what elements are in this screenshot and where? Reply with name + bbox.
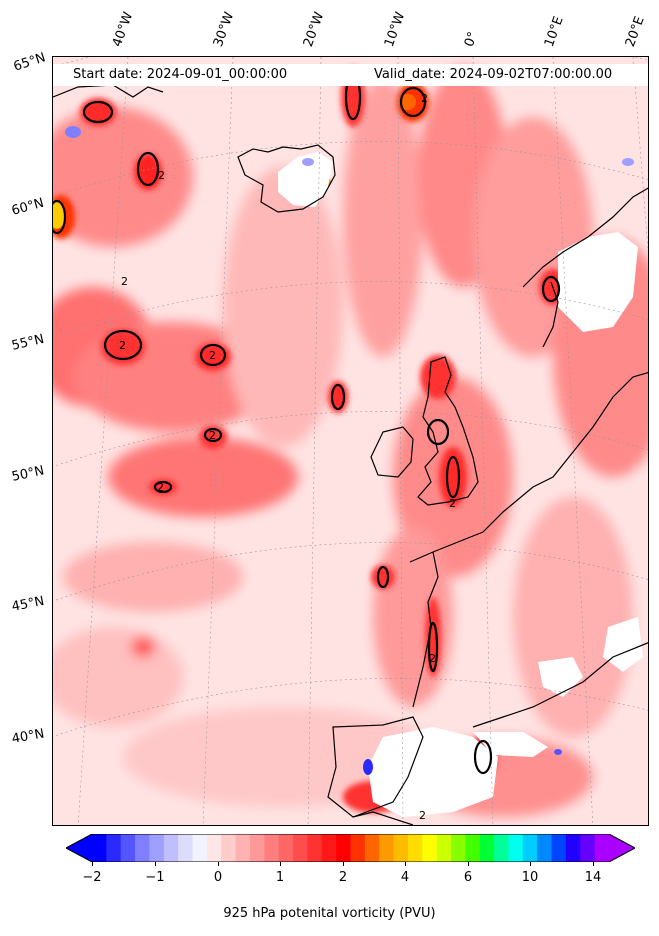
pv-contour-label: 2 <box>209 349 216 362</box>
colorbar-cell <box>522 834 538 862</box>
lat-label-65n: 65°N <box>11 50 48 75</box>
vorticity-map: 2 2 2 2 2 2 2 2 2 2 <box>53 57 648 825</box>
colorbar-cell <box>551 834 567 862</box>
colorbar-cell <box>92 834 107 862</box>
lon-label-20w: 20°W <box>300 10 328 49</box>
peak-core-west <box>53 201 65 229</box>
pv-contour-label: 2 <box>449 497 456 510</box>
colorbar-cell <box>307 834 323 862</box>
pv-contour-labels: 2 2 2 2 2 2 2 2 2 2 <box>119 92 456 822</box>
colorbar-cell <box>163 834 179 862</box>
colorbar-cell <box>336 834 351 862</box>
iberia-coast <box>327 716 424 818</box>
negative-vorticity <box>65 126 634 775</box>
colorbar-cell <box>221 834 237 862</box>
colorbar-cell <box>407 834 423 862</box>
colorbar <box>66 834 635 862</box>
lon-label-10e: 10°E <box>541 14 567 50</box>
europe-coast <box>409 371 648 563</box>
pv-contours <box>53 73 561 775</box>
pv-contour-label: 2 <box>429 652 436 665</box>
graticule <box>53 57 648 825</box>
colorbar-cell <box>264 834 280 862</box>
britain-coast <box>417 356 479 506</box>
colorbar-cell <box>479 834 495 862</box>
map-panel: 2 2 2 2 2 2 2 2 2 2 <box>52 56 649 826</box>
lon-label-20e: 20°E <box>622 14 648 50</box>
peak-core-north <box>400 94 416 110</box>
colorbar-cell <box>465 834 481 862</box>
colorbar-cell <box>580 834 596 862</box>
start-date-label: Start date: 2024-09-01_00:00:00 <box>73 67 288 82</box>
colorbar-cell <box>364 834 380 862</box>
lon-label-10w: 10°W <box>381 10 409 49</box>
colorbar-cell <box>321 834 337 862</box>
ireland-coast <box>370 426 414 478</box>
colorbar-tick: 1 <box>275 870 285 885</box>
mediterranean-coast <box>472 642 648 728</box>
pv-contour-label: 2 <box>209 429 216 442</box>
colorbar-tick: −2 <box>82 870 102 885</box>
colorbar-cell <box>120 834 136 862</box>
pv-contour-label: 2 <box>421 92 428 105</box>
colorbar-cell <box>350 834 366 862</box>
pv-contour-label: 2 <box>158 169 165 182</box>
colorbar-cell <box>135 834 150 862</box>
africa-coast <box>352 811 414 825</box>
colorbar-cell <box>192 834 208 862</box>
pv-contour-label: 2 <box>119 339 126 352</box>
colorbar-tick: 0 <box>213 870 223 885</box>
colorbar-cell <box>537 834 553 862</box>
pv-contour-label: 2 <box>157 481 164 494</box>
colorbar-cell <box>235 834 251 862</box>
lon-label-0: 0° <box>461 29 482 49</box>
colorbar-cell <box>178 834 194 862</box>
colorbar-extend-min <box>66 834 92 862</box>
colorbar-cell <box>106 834 122 862</box>
scandinavia-coast <box>522 187 648 288</box>
colorbar-tick: 6 <box>463 870 473 885</box>
pv-contour-label: 2 <box>121 275 128 288</box>
colorbar-tick: −1 <box>145 870 165 885</box>
lon-label-40w: 40°W <box>109 10 137 49</box>
france-coast <box>412 551 439 708</box>
colorbar-tick: 4 <box>400 870 410 885</box>
greenland-coast <box>53 84 164 98</box>
colorbar-cell <box>436 834 452 862</box>
colorbar-tick: 10 <box>521 870 539 885</box>
colorbar-cell <box>508 834 524 862</box>
lat-label-55n: 55°N <box>10 331 46 354</box>
colorbar-cell <box>594 834 610 862</box>
lat-label-45n: 45°N <box>10 593 46 615</box>
colorbar-cell <box>293 834 308 862</box>
colorbar-cell <box>451 834 466 862</box>
header-strip <box>53 64 648 86</box>
colorbar-cell <box>494 834 509 862</box>
colorbar-cell <box>278 834 294 862</box>
lat-label-40n: 40°N <box>10 726 46 747</box>
colorbar-cell <box>379 834 395 862</box>
valid-date-label: Valid_date: 2024-09-02T07:00:00.00 <box>374 67 613 82</box>
colorbar-tick: 14 <box>584 870 602 885</box>
lat-label-60n: 60°N <box>10 195 46 219</box>
pv-contour-label: 2 <box>419 809 426 822</box>
iceland-coast <box>237 144 336 213</box>
coastlines <box>53 84 648 825</box>
colorbar-cell <box>422 834 438 862</box>
colorbar-cell <box>206 834 222 862</box>
colorbar-cell <box>249 834 265 862</box>
lat-label-50n: 50°N <box>10 463 46 485</box>
colorbar-label: 925 hPa potenital vorticity (PVU) <box>223 906 436 921</box>
low-vorticity-areas <box>278 152 643 817</box>
lon-label-30w: 30°W <box>210 10 238 49</box>
colorbar-cell <box>565 834 581 862</box>
colorbar-cell <box>393 834 409 862</box>
norway-coast <box>542 281 559 348</box>
colorbar-cell <box>149 834 165 862</box>
colorbar-tick: 2 <box>338 870 348 885</box>
colorbar-extend-max <box>609 834 635 862</box>
